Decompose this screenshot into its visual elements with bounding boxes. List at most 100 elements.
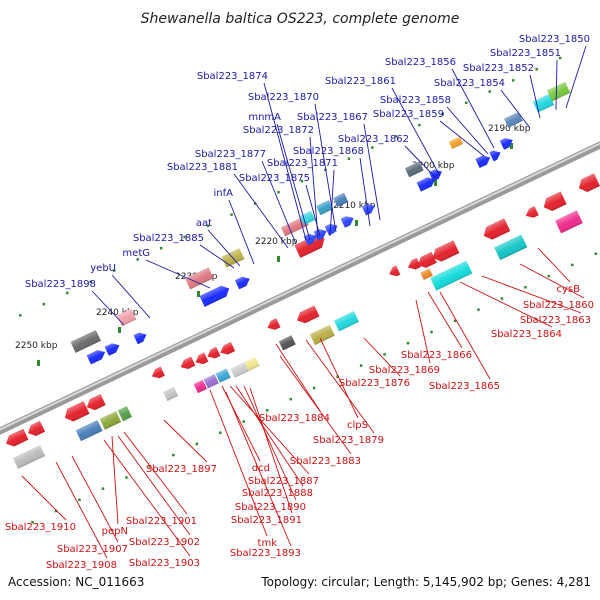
bottom-gene-leader xyxy=(537,247,571,283)
top-gene-label: aat xyxy=(196,218,212,229)
reverse-feature xyxy=(408,257,422,270)
top-gene-leader xyxy=(314,103,337,233)
reverse-box xyxy=(215,368,231,383)
kbp-tick-label: 2220 kbp xyxy=(255,237,298,247)
bottom-gene-label: Sbal223_1866 xyxy=(401,350,472,361)
reverse-feature xyxy=(86,394,106,411)
top-gene-leader xyxy=(233,173,289,249)
bottom-gene-leader xyxy=(103,439,191,557)
reverse-feature xyxy=(6,428,29,447)
reverse-feature xyxy=(220,342,236,355)
reverse-feature xyxy=(432,240,460,262)
bottom-gene-label: Sbal223_1907 xyxy=(57,544,128,555)
top-gene-leader xyxy=(199,244,235,269)
top-gene-leader xyxy=(91,290,125,326)
top-gene-label: Sbal223_1872 xyxy=(243,125,314,136)
forward-feature xyxy=(324,223,338,236)
bottom-gene-leader xyxy=(111,435,119,525)
bottom-gene-label: Sbal223_1890 xyxy=(235,502,306,513)
reverse-box xyxy=(12,445,46,469)
bottom-gene-label: Sbal223_1910 xyxy=(5,522,76,533)
bottom-gene-leader xyxy=(363,337,401,377)
kbp-tick-mark xyxy=(510,143,513,149)
bottom-gene-leader xyxy=(235,385,304,487)
bottom-gene-leader xyxy=(209,389,268,537)
bottom-gene-label: Sbal223_1884 xyxy=(259,413,330,424)
top-gene-leader xyxy=(276,123,311,241)
forward-feature xyxy=(104,343,120,356)
forward-box xyxy=(280,216,309,237)
top-gene-label: Sbal223_1868 xyxy=(293,146,364,157)
reverse-box xyxy=(555,210,583,234)
bottom-gene-leader xyxy=(519,263,585,299)
top-gene-label: Sbal223_1862 xyxy=(338,134,409,145)
top-gene-leader xyxy=(391,87,441,177)
forward-box xyxy=(70,329,101,353)
forward-feature xyxy=(199,285,230,307)
accession-text: Accession: NC_011663 xyxy=(8,575,144,589)
bottom-gene-label: Sbal223_1888 xyxy=(242,488,313,499)
top-gene-label: Sbal223_1875 xyxy=(239,173,310,184)
reverse-box xyxy=(230,361,250,378)
kbp-tick-label: 2250 kbp xyxy=(15,341,58,351)
reverse-box xyxy=(420,268,433,280)
kbp-tick-mark xyxy=(197,291,200,297)
reverse-box xyxy=(430,260,473,291)
map-title: Shewanella baltica OS223, complete genom… xyxy=(141,11,460,27)
top-gene-leader xyxy=(404,145,437,179)
bottom-gene-leader xyxy=(427,291,463,349)
bottom-gene-leader xyxy=(225,391,292,547)
reverse-box xyxy=(163,386,179,402)
top-gene-leader xyxy=(451,68,495,149)
reverse-box xyxy=(75,420,103,442)
kbp-tick-mark xyxy=(37,360,40,366)
reverse-feature xyxy=(297,305,320,324)
bottom-gene-leader xyxy=(123,431,188,515)
top-gene-leader xyxy=(555,59,558,111)
bottom-gene-leader xyxy=(249,387,293,514)
reverse-feature xyxy=(483,218,511,240)
top-gene-label: Sbal223_1870 xyxy=(248,92,319,103)
top-gene-leader xyxy=(446,106,489,155)
bottom-gene-label: clpS xyxy=(347,420,368,431)
bottom-gene-leader xyxy=(439,291,491,380)
reverse-feature xyxy=(64,401,90,422)
kbp-tick-mark xyxy=(434,180,437,186)
top-gene-label: Sbal223_1898 xyxy=(25,279,96,290)
bottom-gene-label: pepN xyxy=(102,526,128,537)
reverse-feature xyxy=(151,366,165,379)
forward-box xyxy=(404,161,424,178)
kbp-tick-mark xyxy=(118,327,121,333)
bottom-gene-label: Sbal223_1863 xyxy=(520,315,591,326)
reverse-feature xyxy=(267,318,281,330)
top-gene-leader xyxy=(529,74,541,119)
top-gene-leader xyxy=(329,169,335,237)
top-gene-label: Sbal223_1850 xyxy=(519,34,590,45)
bottom-gene-leader xyxy=(55,461,108,559)
top-gene-label: Sbal223_1871 xyxy=(267,158,338,169)
kbp-tick-label: 2200 kbp xyxy=(412,161,455,171)
forward-feature xyxy=(340,216,354,228)
genome-summary-text: Topology: circular; Length: 5,145,902 bp… xyxy=(260,575,591,589)
reverse-feature xyxy=(525,206,539,218)
top-gene-leader xyxy=(111,274,151,319)
reverse-box xyxy=(278,335,296,351)
bottom-gene-leader xyxy=(221,385,261,462)
top-gene-label: Sbal223_1859 xyxy=(373,109,444,120)
top-gene-leader xyxy=(207,229,241,267)
top-gene-label: Sbal223_1877 xyxy=(195,149,266,160)
top-gene-label: Sbal223_1885 xyxy=(133,233,204,244)
bottom-gene-leader xyxy=(163,419,208,463)
bottom-gene-label: Sbal223_1893 xyxy=(230,548,301,559)
top-gene-leader xyxy=(261,160,297,245)
scale-dots xyxy=(19,56,598,524)
bottom-gene-leader xyxy=(275,343,321,412)
reverse-feature xyxy=(180,356,196,369)
bottom-gene-label: Sbal223_1903 xyxy=(129,558,200,569)
forward-feature xyxy=(489,150,501,162)
gene-labels: Sbal223_1850 Sbal223_1851 Sbal223_1852 Sbal… xyxy=(5,34,594,571)
forward-box xyxy=(300,210,316,226)
forward-feature xyxy=(133,332,147,345)
top-gene-label: mnmA xyxy=(248,112,281,123)
